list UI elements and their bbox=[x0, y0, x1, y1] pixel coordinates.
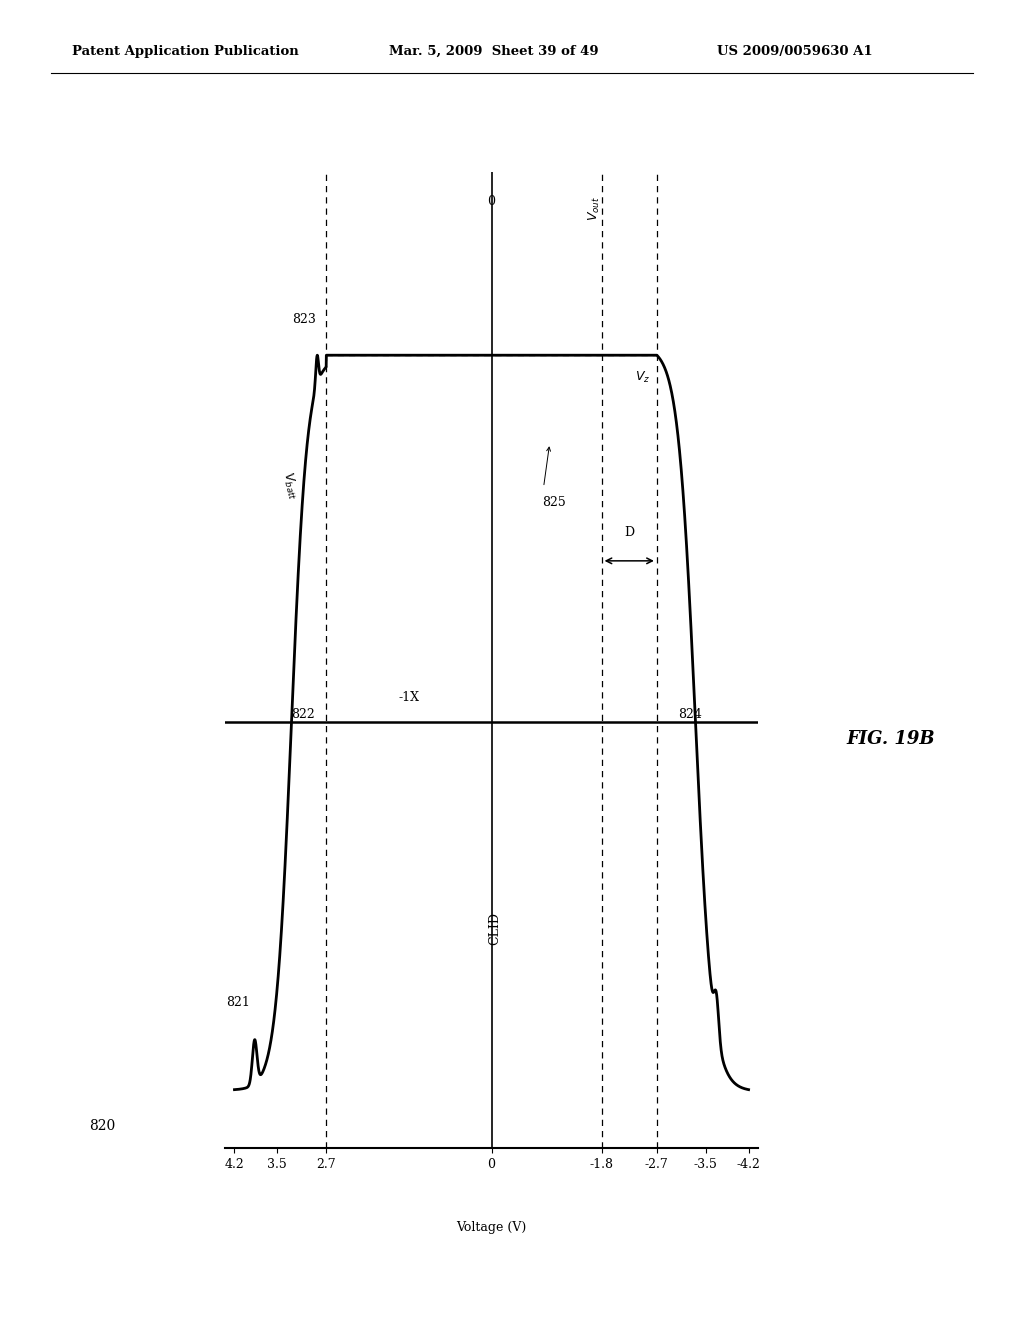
Text: $\mathit{V}_{batt}$: $\mathit{V}_{batt}$ bbox=[279, 470, 300, 502]
Text: 821: 821 bbox=[226, 995, 250, 1008]
Text: 822: 822 bbox=[292, 708, 315, 721]
Text: FIG. 19B: FIG. 19B bbox=[847, 730, 935, 748]
Text: 824: 824 bbox=[678, 708, 702, 721]
Text: Voltage (V): Voltage (V) bbox=[457, 1221, 526, 1234]
Text: -1X: -1X bbox=[398, 692, 420, 704]
Text: CLID: CLID bbox=[488, 912, 501, 945]
Text: 820: 820 bbox=[89, 1119, 116, 1133]
Text: D: D bbox=[625, 525, 634, 539]
Text: 0: 0 bbox=[487, 195, 496, 209]
Text: $\mathit{V}_z$: $\mathit{V}_z$ bbox=[635, 370, 650, 385]
Text: Mar. 5, 2009  Sheet 39 of 49: Mar. 5, 2009 Sheet 39 of 49 bbox=[389, 45, 599, 58]
Text: Patent Application Publication: Patent Application Publication bbox=[72, 45, 298, 58]
Text: 823: 823 bbox=[292, 313, 315, 326]
Text: $\mathit{V}_{out}$: $\mathit{V}_{out}$ bbox=[587, 195, 602, 220]
Text: 825: 825 bbox=[542, 495, 565, 508]
Text: US 2009/0059630 A1: US 2009/0059630 A1 bbox=[717, 45, 872, 58]
